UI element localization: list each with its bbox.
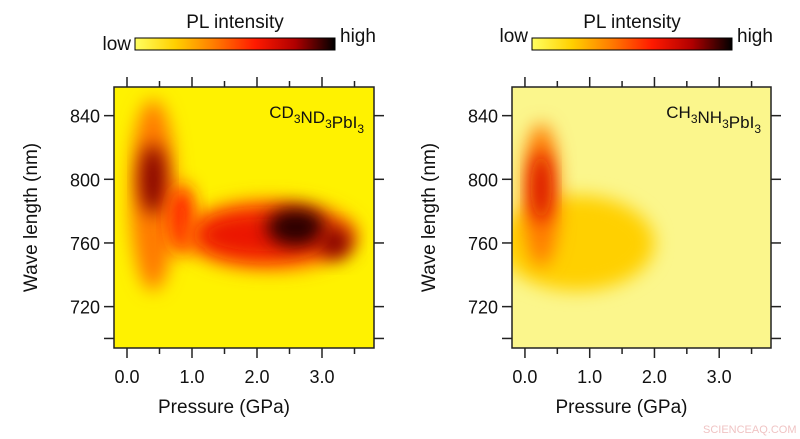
y-tick-label: 760 (70, 234, 100, 254)
x-tick-label: 3.0 (707, 367, 732, 387)
colorbar-left: PL intensity low high (102, 12, 375, 55)
heatmap-intensity-region (266, 207, 326, 247)
heatmap-intensity-region (512, 195, 655, 291)
colorbar-gradient (134, 37, 336, 51)
y-tick-label: 840 (70, 107, 100, 127)
colorbar-title: PL intensity (186, 12, 284, 33)
x-axis-label: Pressure (GPa) (556, 397, 688, 418)
y-axis-label: Wave length (nm) (419, 143, 440, 292)
x-tick-label: 3.0 (309, 367, 334, 387)
plot-frame (511, 86, 772, 349)
colorbar-high-label: high (340, 26, 376, 47)
colorbar-title: PL intensity (583, 12, 681, 33)
colorbar-low-label: low (102, 34, 131, 55)
colorbar-high-label: high (737, 26, 773, 47)
sample-label: CD3ND3PbI3 (269, 103, 364, 136)
x-tick-label: 2.0 (244, 367, 269, 387)
heatmap-intensity-region (140, 144, 166, 215)
colorbar-gradient (531, 37, 733, 51)
plot-frame (113, 86, 375, 349)
sample-label: CH3NH3PbI3 (666, 103, 761, 136)
colorbar-low-label: low (499, 26, 528, 47)
y-tick-label: 840 (468, 107, 498, 127)
y-tick-label: 800 (70, 170, 100, 190)
y-tick-label: 720 (70, 298, 100, 318)
x-tick-label: 2.0 (642, 367, 667, 387)
x-tick-label: 0.0 (114, 367, 139, 387)
y-tick-label: 800 (468, 170, 498, 190)
x-tick-label: 1.0 (179, 367, 204, 387)
x-tick-label: 1.0 (577, 367, 602, 387)
x-axis-label: Pressure (GPa) (158, 397, 290, 418)
y-tick-label: 760 (468, 234, 498, 254)
heatmap-intensity-region (318, 227, 352, 259)
heatmap-cd3nd3pbi3: 0.0 1.0 2.0 3.0 720 760 800 840 Pressure (GPa) Wa… (21, 77, 384, 418)
watermark: SCIENCEAQ.COM (703, 424, 797, 436)
colorbar-right: PL intensity low high (499, 12, 773, 51)
y-axis-label: Wave length (nm) (21, 143, 42, 292)
x-tick-label: 0.0 (512, 367, 537, 387)
heatmap-ch3nh3pbi3: 0.0 1.0 2.0 3.0 720 760 800 840 Pressure (GPa) Wa… (419, 77, 781, 418)
heatmap-intensity-region (530, 152, 552, 223)
y-tick-label: 720 (468, 298, 498, 318)
